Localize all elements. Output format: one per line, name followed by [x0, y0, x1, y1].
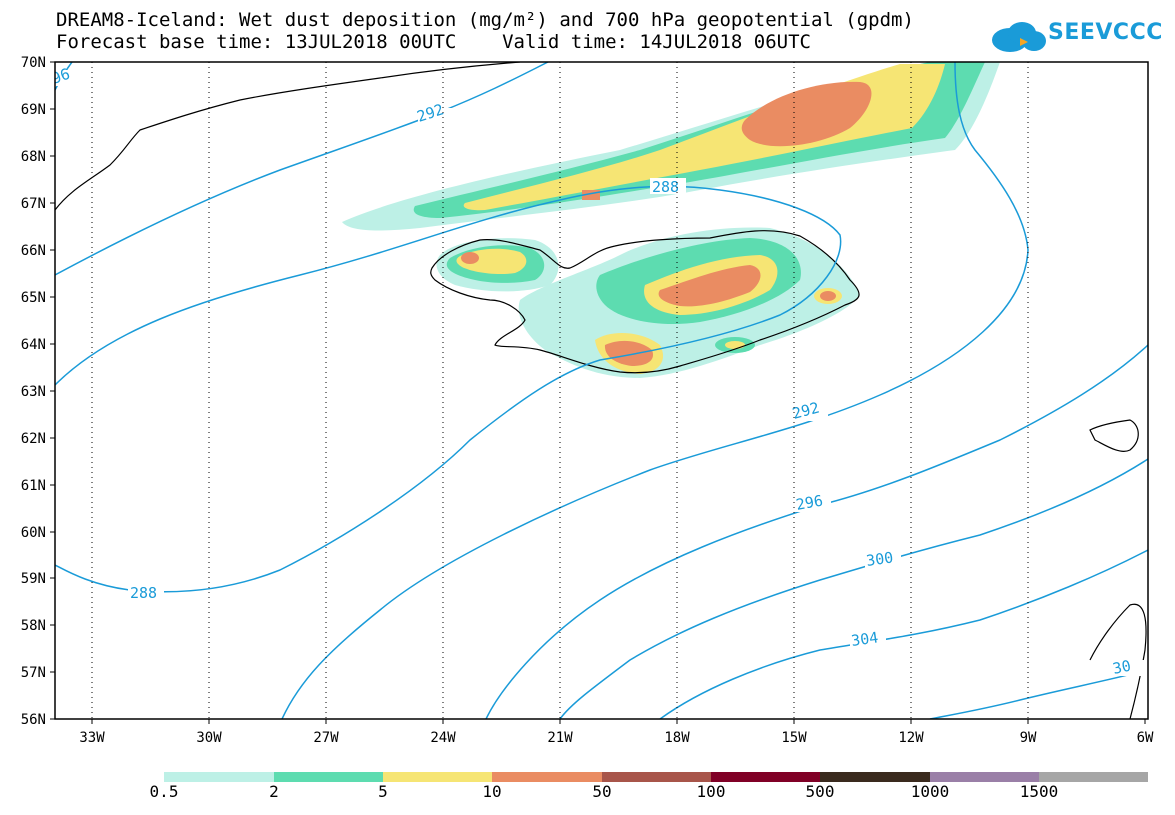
contour-304	[659, 549, 1148, 719]
legend-swatch-5	[711, 772, 820, 782]
cloud-icon	[992, 22, 1046, 52]
lat-label-64n: 64N	[21, 337, 46, 353]
dust-deposition-layer	[342, 62, 1000, 378]
contour-300	[559, 458, 1148, 719]
legend-label-0.5: 0.5	[149, 782, 179, 801]
map-content: 96 292 288 292 296 288 300 304 30	[49, 62, 1148, 719]
contour-288-loop	[55, 185, 842, 593]
logo-text: SEEVCCC	[1048, 20, 1163, 45]
coastlines	[55, 62, 1147, 719]
plume-spot-10	[582, 190, 600, 200]
legend-swatch-2	[383, 772, 492, 782]
legend-swatch-0	[164, 772, 274, 782]
lat-label-67n: 67N	[21, 196, 46, 212]
contour-label-300: 300	[865, 548, 894, 570]
contour-label-308-edge: 30	[1111, 657, 1132, 678]
lon-label-12w: 12W	[898, 730, 924, 746]
legend-label-2: 2	[269, 782, 279, 801]
map-title: DREAM8-Iceland: Wet dust deposition (mg/…	[56, 9, 914, 31]
lat-label-61n: 61N	[21, 478, 46, 494]
contour-label-304: 304	[850, 628, 879, 650]
map-subtitle: Forecast base time: 13JUL2018 00UTC Vali…	[56, 31, 811, 53]
contour-label-288-west: 288	[130, 584, 157, 602]
lat-label-65n: 65N	[21, 290, 46, 306]
lat-label-63n: 63N	[21, 384, 46, 400]
legend-label-5: 5	[378, 782, 388, 801]
lon-label-18w: 18W	[664, 730, 690, 746]
lat-label-68n: 68N	[21, 149, 46, 165]
contour-label-296-edge: 96	[49, 65, 72, 88]
westfjords-level-10	[461, 252, 479, 264]
legend-label-100: 100	[696, 782, 726, 801]
graticule	[91, 62, 1029, 719]
legend-swatch-6	[820, 772, 930, 782]
south-level-10	[604, 340, 654, 366]
legend-swatch-1	[274, 772, 383, 782]
lat-label-57n: 57N	[21, 665, 46, 681]
lon-label-24w: 24W	[430, 730, 456, 746]
legend-label-1500: 1500	[1019, 782, 1059, 801]
lat-label-56n: 56N	[21, 712, 46, 728]
legend-label-50: 50	[592, 782, 612, 801]
lon-label-15w: 15W	[781, 730, 807, 746]
lat-label-60n: 60N	[21, 525, 46, 541]
legend-swatch-7	[930, 772, 1039, 782]
seevccc-logo	[992, 22, 1046, 52]
lat-label-70n: 70N	[21, 55, 46, 71]
ticks	[50, 61, 1146, 724]
iceland-coast	[430, 230, 860, 374]
iceland-level-10	[658, 265, 761, 307]
legend-swatch-4	[602, 772, 711, 782]
plume-level-10	[741, 81, 872, 147]
scotland-coast	[1089, 603, 1147, 719]
legend-label-1000: 1000	[910, 782, 950, 801]
lat-label-66n: 66N	[21, 243, 46, 259]
latitude-labels: 70N 69N 68N 67N 66N 65N 64N 63N 62N 61N …	[21, 55, 46, 728]
lon-label-33w: 33W	[79, 730, 105, 746]
legend-label-500: 500	[805, 782, 835, 801]
se-level-5	[725, 341, 745, 349]
lat-label-59n: 59N	[21, 571, 46, 587]
lat-label-69n: 69N	[21, 102, 46, 118]
lon-label-21w: 21W	[547, 730, 573, 746]
faroe-coast	[1089, 419, 1139, 452]
longitude-labels: 33W 30W 27W 24W 21W 18W 15W 12W 9W 6W	[79, 730, 1154, 746]
legend-swatch-8	[1039, 772, 1148, 782]
lat-label-58n: 58N	[21, 618, 46, 634]
contour-label-288-loop: 288	[652, 178, 679, 196]
greenland-coast	[55, 62, 521, 211]
contour-308	[929, 669, 1148, 719]
lon-label-27w: 27W	[313, 730, 339, 746]
contour-labels: 96 292 288 292 296 288 300 304 30	[49, 65, 1132, 678]
legend-label-10: 10	[482, 782, 502, 801]
contour-292-north	[55, 62, 549, 276]
lon-label-6w: 6W	[1137, 730, 1154, 746]
east-level-10	[820, 291, 836, 301]
lon-label-30w: 30W	[196, 730, 222, 746]
lon-label-9w: 9W	[1020, 730, 1037, 746]
contour-label-296: 296	[795, 492, 825, 514]
legend-swatch-3	[492, 772, 602, 782]
lat-label-62n: 62N	[21, 431, 46, 447]
